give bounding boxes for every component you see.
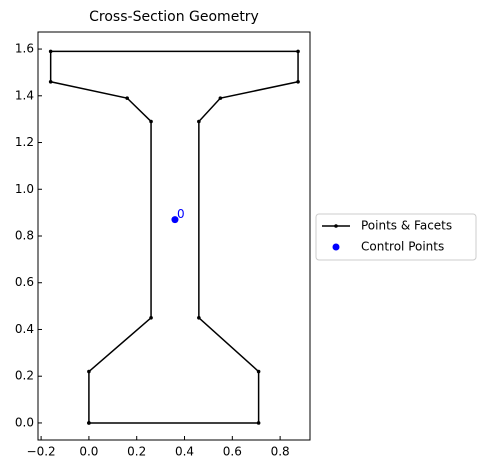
- point: [197, 119, 201, 124]
- legend-label: Control Points: [361, 240, 444, 254]
- point: [48, 79, 53, 84]
- point: [256, 421, 261, 425]
- point: [48, 49, 53, 54]
- point: [296, 49, 300, 54]
- control-point: [171, 216, 179, 224]
- y-tick-label: 0.2: [15, 369, 34, 383]
- y-tick-label: 0.4: [15, 322, 34, 336]
- y-tick-label: 1.2: [15, 135, 34, 149]
- point: [218, 96, 223, 100]
- plot-frame: [37, 31, 311, 441]
- x-tick-label: 0.0: [79, 445, 98, 459]
- legend-label: Points & Facets: [361, 219, 452, 233]
- legend-box: [315, 213, 477, 261]
- point: [149, 315, 153, 320]
- point: [149, 119, 153, 124]
- y-tick-label: 1.6: [15, 42, 34, 56]
- y-tick-label: 1.0: [15, 182, 34, 196]
- chart-title: Cross-Section Geometry: [89, 9, 259, 25]
- point: [87, 369, 91, 374]
- y-tick-label: 1.4: [15, 88, 34, 102]
- x-tick-label: −0.2: [27, 445, 56, 459]
- point: [87, 421, 91, 425]
- point: [125, 96, 129, 100]
- control-point-label: 0: [177, 207, 185, 221]
- point: [256, 369, 261, 374]
- point: [296, 79, 300, 84]
- y-tick-label: 0.6: [15, 275, 34, 289]
- y-tick-label: 0.0: [15, 415, 34, 429]
- legend-marker: [332, 243, 340, 251]
- x-tick-label: 0.6: [223, 445, 242, 459]
- x-tick-label: 0.2: [127, 445, 146, 459]
- facet-line: [49, 50, 299, 424]
- x-tick-label: 0.4: [175, 445, 194, 459]
- legend-marker: [334, 224, 338, 228]
- point: [197, 315, 201, 320]
- y-tick-label: 0.8: [15, 229, 34, 243]
- x-tick-label: 0.8: [271, 445, 290, 459]
